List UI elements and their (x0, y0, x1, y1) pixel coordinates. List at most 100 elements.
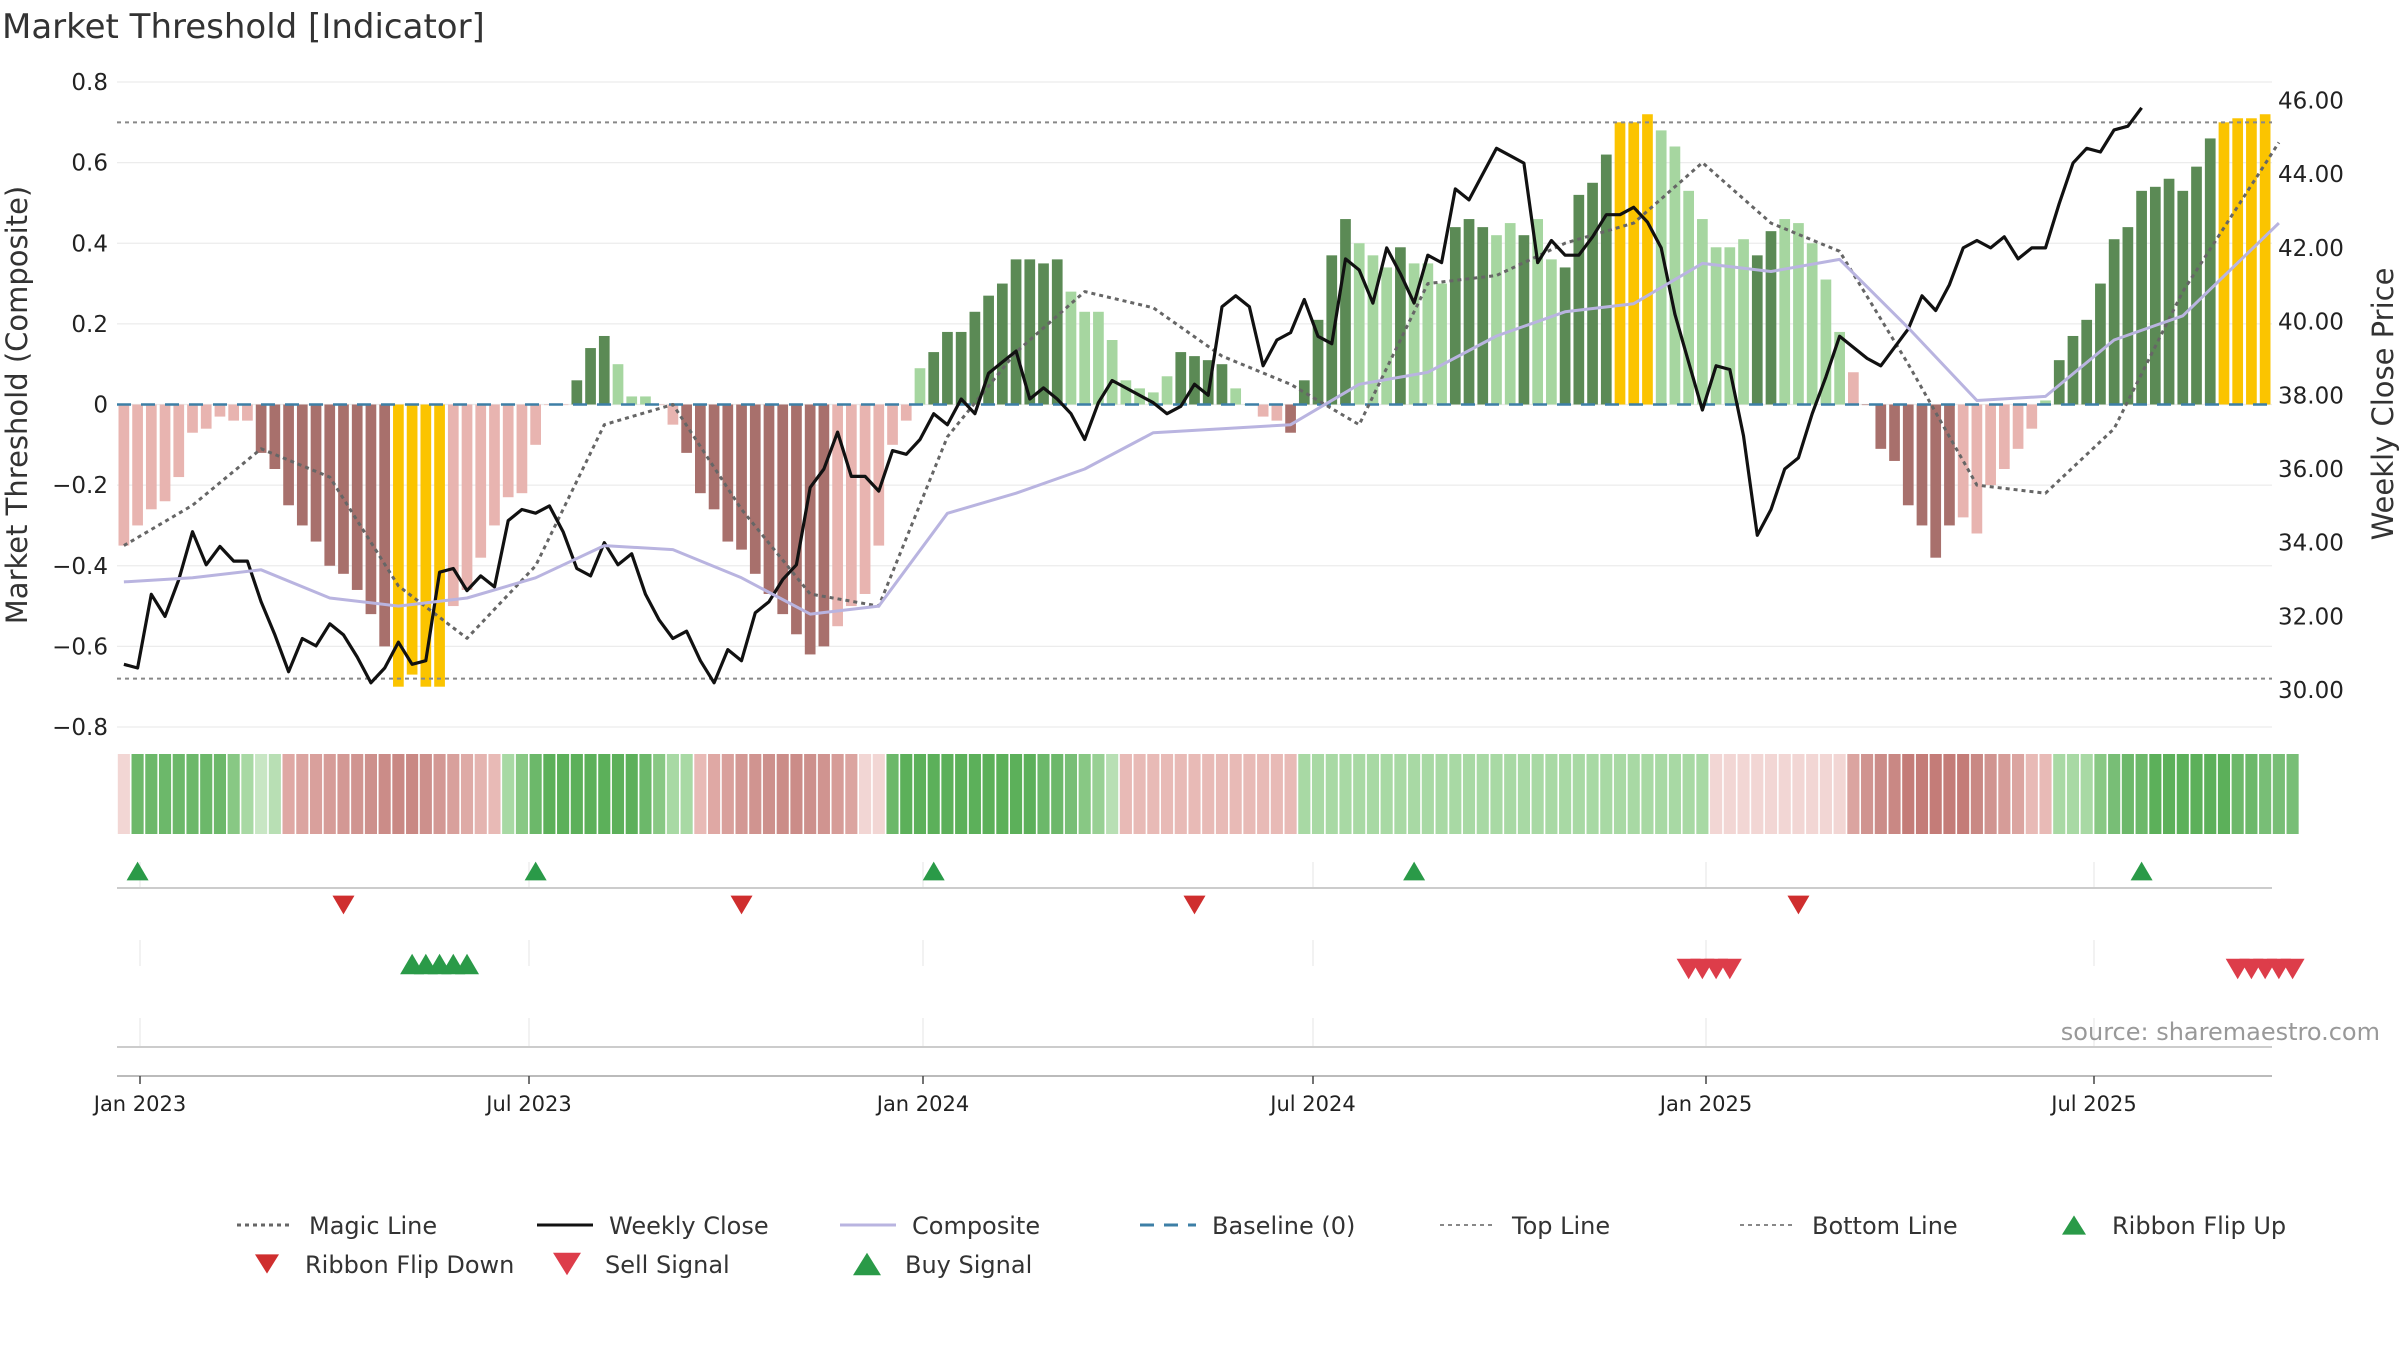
composite-bar (1326, 255, 1338, 405)
composite-bar (571, 380, 583, 405)
composite-bar (2163, 178, 2175, 405)
composite-bar (1161, 376, 1173, 405)
composite-bar (2218, 122, 2230, 405)
ribbon-cell (502, 754, 515, 834)
y-tick-left: 0.8 (71, 70, 108, 96)
ribbon-cell (1655, 754, 1668, 834)
composite-bar (1477, 227, 1489, 405)
composite-bar (749, 404, 761, 574)
ribbon-cell (817, 754, 830, 834)
composite-bar (900, 404, 912, 421)
ribbon-cell (1641, 754, 1654, 834)
ribbon-cell (392, 754, 405, 834)
ribbon-cell (1888, 754, 1901, 834)
legend-label-composite: Composite (912, 1212, 1040, 1240)
legend-label-magic-line: Magic Line (309, 1212, 437, 1240)
ribbon-cell (570, 754, 583, 834)
composite-bar (2067, 335, 2079, 405)
composite-bar (1806, 243, 1818, 405)
y-tick-right: 32.00 (2278, 604, 2344, 630)
composite-bar (2108, 239, 2120, 405)
ribbon-flip-down-marker (1787, 895, 1810, 915)
ribbon-cell (1009, 754, 1023, 834)
ribbon-cell (158, 754, 172, 834)
ribbon-cell (2176, 754, 2189, 834)
ribbon-cell (1284, 754, 1297, 834)
ribbon-flip-up-marker (1403, 861, 1426, 881)
composite-bar (1285, 404, 1296, 433)
legend-label-baseline-0: Baseline (0) (1212, 1212, 1355, 1240)
ribbon-cell (625, 754, 638, 834)
ribbon-cell (913, 754, 927, 834)
ribbon-cell (2231, 754, 2244, 834)
ribbon-cell (2066, 754, 2080, 834)
ribbon-cell (1133, 754, 1146, 834)
x-tick-label: Jan 2025 (1658, 1092, 1753, 1116)
composite-bar (351, 404, 363, 590)
ribbon-cell (1751, 754, 1764, 834)
ribbon-cell (955, 754, 968, 834)
series-line-composite (123, 222, 2280, 616)
ribbon-cell (1572, 754, 1585, 834)
composite-bar (1998, 404, 2010, 469)
ribbon-cell (213, 754, 227, 834)
y-tick-right: 30.00 (2278, 678, 2344, 704)
ribbon-cell (790, 754, 803, 834)
composite-bar (2053, 360, 2065, 405)
ribbon-cell (1366, 754, 1380, 834)
ribbon-cell (1559, 754, 1572, 834)
y-ticks: 0.8 0.6 0.4 0.2 0 −0.2 −0.4 −0.6 −0.8 46.00 44.00 4… (52, 70, 2344, 741)
y-tick-left: 0.4 (71, 231, 108, 257)
x-tick-label: Jul 2023 (484, 1092, 571, 1116)
ribbon-cell (927, 754, 940, 834)
ribbon-cell (364, 754, 377, 834)
composite-bar (1971, 404, 1983, 534)
ribbon-cell (1243, 754, 1256, 834)
legend: Magic Line Weekly Close Composite Baseline … (237, 1212, 2286, 1279)
ribbon-cell (1902, 754, 1915, 834)
composite-bar (1738, 239, 1749, 405)
ribbon-cell (1311, 754, 1325, 834)
composite-bar (1532, 219, 1544, 405)
ribbon-cell (968, 754, 981, 834)
y-tick-right: 46.00 (2278, 88, 2344, 114)
composite-bar (983, 295, 994, 405)
composite-bar (695, 404, 706, 494)
ribbon-cell (900, 754, 913, 834)
composite-bar (1697, 219, 1708, 405)
composite-bar (1834, 331, 1845, 405)
composite-bar (1106, 340, 1118, 405)
composite-bar (214, 404, 226, 417)
composite-bar (1944, 404, 1955, 526)
ribbon-cell (296, 754, 309, 834)
ribbon-cell (1435, 754, 1448, 834)
composite-bar (1710, 247, 1722, 405)
composite-bar (1820, 279, 1832, 405)
ribbon-cell (776, 754, 789, 834)
composite-bar (2095, 283, 2106, 405)
ribbon-cell (1064, 754, 1078, 834)
ribbon-cell (598, 754, 611, 834)
composite-bar (502, 404, 514, 498)
y-tick-left: −0.4 (52, 554, 108, 580)
composite-bar (2204, 138, 2216, 405)
ribbon-cell (859, 754, 872, 834)
ribbon-cell (721, 754, 734, 834)
ribbon-cell (708, 754, 721, 834)
ribbon-cell (1957, 754, 1970, 834)
composite-bar (955, 331, 967, 405)
ribbon-cell (2286, 754, 2299, 834)
legend-label-ribbon-flip-up: Ribbon Flip Up (2112, 1212, 2286, 1240)
composite-bar (1024, 259, 1036, 405)
ribbon-cell (1298, 754, 1311, 834)
ribbon-cell (2094, 754, 2107, 834)
composite-bar (1504, 223, 1516, 405)
ribbon-cell (611, 754, 625, 834)
composite-bar (996, 283, 1008, 405)
ribbon-cell (186, 754, 199, 834)
ribbon-cell (268, 754, 281, 834)
ribbon-cell (1668, 754, 1681, 834)
composite-bar (1916, 404, 1928, 526)
ribbon-cell (1764, 754, 1778, 834)
ribbon-cell (2053, 754, 2066, 834)
